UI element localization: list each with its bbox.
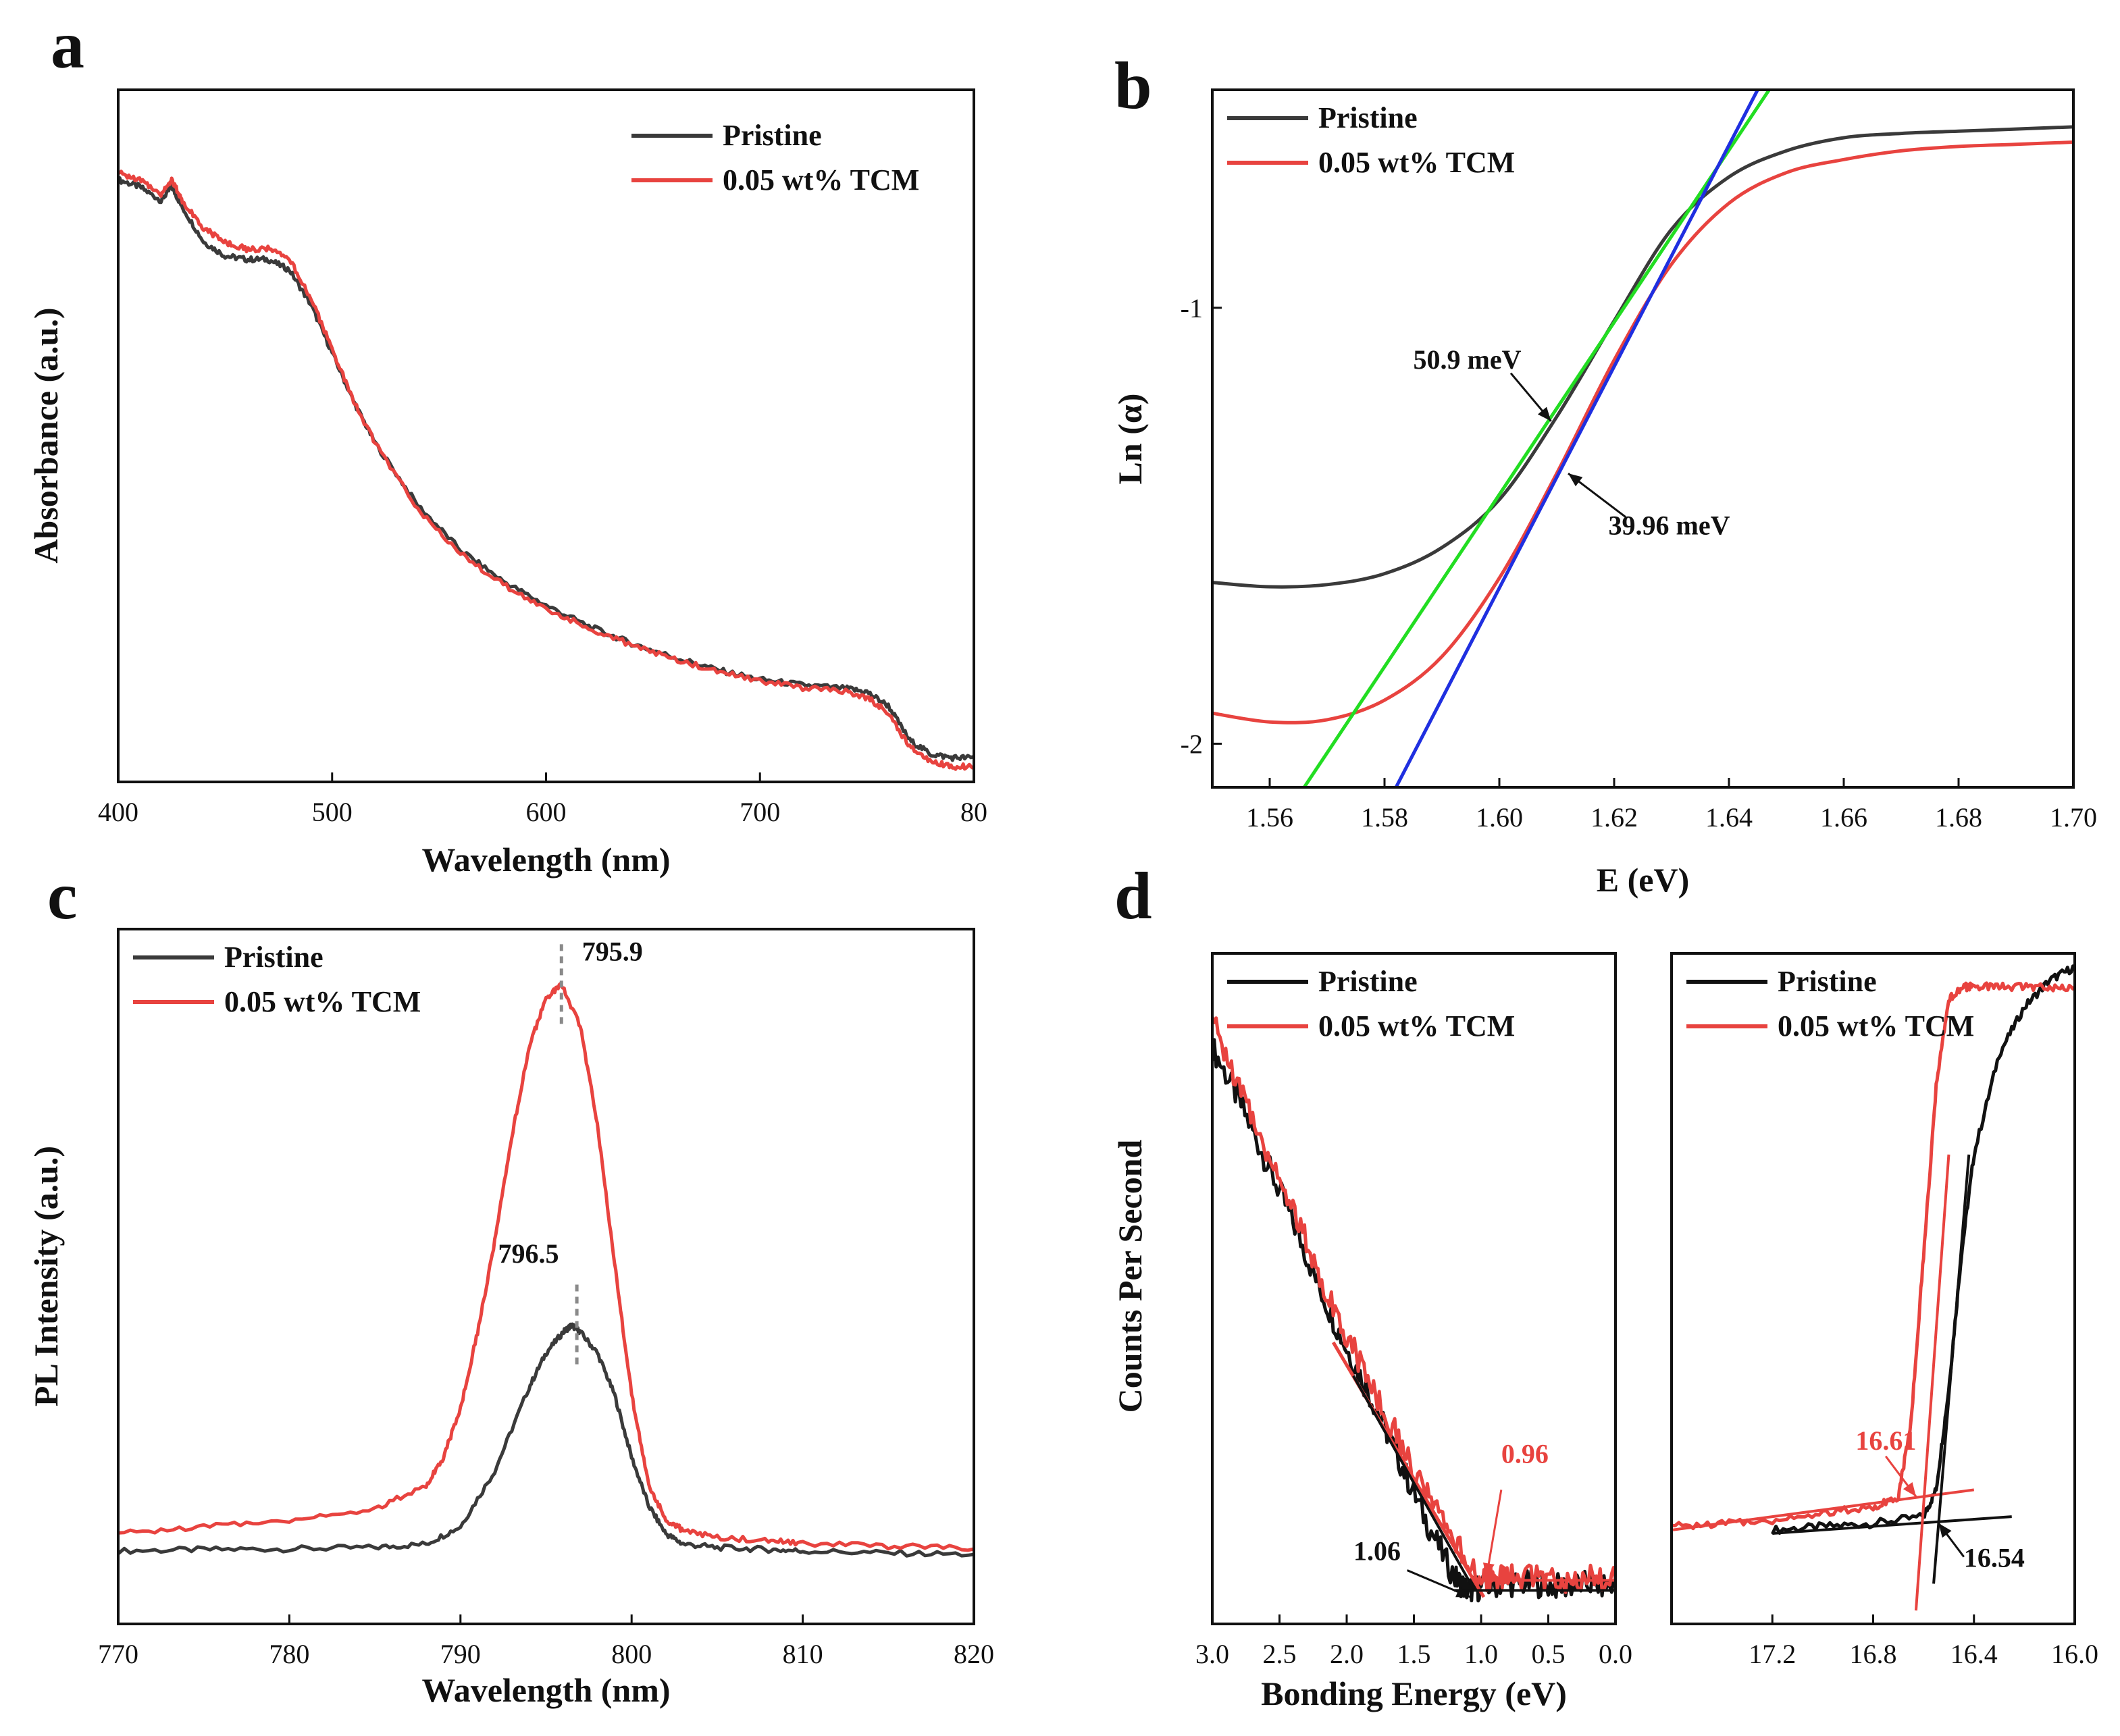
legend-label: 0.05 wt% TCM xyxy=(1778,1009,1974,1043)
annotation-arrowhead xyxy=(1903,1481,1916,1497)
annotation-arrowhead xyxy=(1455,1586,1471,1598)
legend-label: 0.05 wt% TCM xyxy=(723,163,919,196)
x-axis-label: E (eV) xyxy=(1597,861,1689,899)
y-axis-label: Absorbance (a.u.) xyxy=(27,307,65,563)
y-axis-label: PL Intensity (a.u.) xyxy=(27,1146,65,1406)
x-tick-label: 1.66 xyxy=(1820,802,1867,833)
annotation-label: 50.9 meV xyxy=(1414,344,1522,375)
x-tick-label: 1.70 xyxy=(2050,802,2097,833)
legend-label: Pristine xyxy=(1318,965,1418,998)
x-tick-label: 400 xyxy=(98,797,138,827)
annotation-label: 39.96 meV xyxy=(1609,510,1730,541)
y-tick-label: -2 xyxy=(1181,729,1203,759)
x-tick-label: 600 xyxy=(526,797,567,827)
x-tick-label: 17.2 xyxy=(1749,1639,1796,1669)
annotation-label: 1.06 xyxy=(1353,1536,1401,1567)
x-tick-label: 800 xyxy=(611,1639,652,1669)
annotation-arrow xyxy=(1485,1490,1503,1577)
series-line-0-05-wt-tcm xyxy=(1672,981,2075,1531)
x-tick-label: 2.5 xyxy=(1263,1639,1297,1669)
legend-label: 0.05 wt% TCM xyxy=(1318,1009,1515,1043)
plot-frame xyxy=(1211,88,2075,789)
x-tick-label: 0.5 xyxy=(1532,1639,1566,1669)
annotation-arrowhead xyxy=(1938,1523,1952,1538)
x-tick-label: 1.64 xyxy=(1705,802,1753,833)
x-tick-label: 810 xyxy=(783,1639,823,1669)
x-tick-label: 1.58 xyxy=(1361,802,1408,833)
tangent-line-pristine xyxy=(1352,1375,1476,1592)
panel-label: d xyxy=(1114,858,1152,933)
y-axis-label: Counts Per Second xyxy=(1111,1139,1149,1413)
x-tick-label: 820 xyxy=(954,1639,994,1669)
series-line-pristine xyxy=(118,176,974,762)
baseline-pristine xyxy=(1772,1515,2012,1535)
x-axis-label: Wavelength (nm) xyxy=(421,1671,670,1709)
y-tick-label: -1 xyxy=(1181,293,1203,323)
x-tick-label: 500 xyxy=(312,797,353,827)
x-tick-label: 790 xyxy=(440,1639,481,1669)
fit-line-0 xyxy=(1302,90,1771,787)
chart-c: 770 780 790 800 810 820 Wavelength (nm) PL Inte… xyxy=(27,858,994,1709)
panel-label: b xyxy=(1114,48,1152,123)
series-line-pristine xyxy=(1212,1038,1615,1603)
x-tick-label: 16.0 xyxy=(2051,1639,2098,1669)
tangent-line-tcm xyxy=(1914,1154,1950,1611)
annotation-label: 795.9 xyxy=(582,936,643,966)
series-line-0-05-wt-tcm xyxy=(1212,140,2073,725)
chart-d-left: 3.0 2.5 2.0 1.5 1.0 0.5 0.0 Bonding Energy (eV)… xyxy=(1111,858,1632,1712)
chart-a: 400 500 600 700 80 Wavelength (nm) Absorbance … xyxy=(27,7,987,878)
series-line-pristine xyxy=(118,1322,974,1558)
x-tick-label: 770 xyxy=(98,1639,138,1669)
panel-label: c xyxy=(47,858,77,933)
series-line-pristine xyxy=(1212,125,2073,589)
tangent-line-pristine xyxy=(1932,1154,1971,1584)
x-axis-label: Bonding Energy (eV) xyxy=(1261,1675,1567,1712)
legend-label: Pristine xyxy=(1318,101,1418,134)
annotation-label: 796.5 xyxy=(498,1238,559,1269)
x-tick-label: 1.0 xyxy=(1464,1639,1498,1669)
legend-label: 0.05 wt% TCM xyxy=(224,985,421,1018)
x-tick-label: 16.8 xyxy=(1850,1639,1897,1669)
chart-b: 1.56 1.58 1.60 1.62 1.64 1.66 1.68 1.70 -1 -2 E (e… xyxy=(1111,48,2097,899)
x-tick-label: 1.60 xyxy=(1476,802,1523,833)
plot-frame xyxy=(1211,952,1617,1625)
annotation-label: 16.61 xyxy=(1855,1425,1916,1456)
x-tick-label: 80 xyxy=(960,797,987,827)
annotation-arrowhead xyxy=(1537,406,1551,421)
plot-frame xyxy=(117,928,975,1625)
panel-label: a xyxy=(51,7,84,82)
x-tick-label: 16.4 xyxy=(1950,1639,1998,1669)
annotation-label: 0.96 xyxy=(1501,1439,1549,1469)
x-tick-label: 0.0 xyxy=(1599,1639,1632,1669)
legend-label: 0.05 wt% TCM xyxy=(1318,146,1515,179)
x-axis-label: Wavelength (nm) xyxy=(421,841,670,878)
chart-d-right: 17.2 16.8 16.4 16.0 Pristine 0.05 wt% TCM 16.6… xyxy=(1670,952,2098,1669)
x-tick-label: 700 xyxy=(740,797,780,827)
legend-label: Pristine xyxy=(723,119,822,152)
annotation-arrowhead xyxy=(1482,1562,1495,1577)
x-tick-label: 2.0 xyxy=(1330,1639,1364,1669)
legend-label: Pristine xyxy=(224,941,324,974)
x-tick-label: 1.68 xyxy=(1935,802,1982,833)
series-line-0-05-wt-tcm xyxy=(1212,1016,1615,1594)
x-tick-label: 1.56 xyxy=(1246,802,1293,833)
series-line-0-05-wt-tcm xyxy=(118,169,974,771)
fit-line-1 xyxy=(1394,90,1759,787)
annotation-label: 16.54 xyxy=(1964,1543,2025,1573)
annotation-arrowhead xyxy=(1568,473,1583,487)
x-tick-label: 1.62 xyxy=(1591,802,1638,833)
x-tick-label: 780 xyxy=(269,1639,309,1669)
x-tick-label: 1.5 xyxy=(1397,1639,1431,1669)
x-tick-label: 3.0 xyxy=(1195,1639,1229,1669)
y-axis-label: Ln (α) xyxy=(1111,394,1149,485)
legend-label: Pristine xyxy=(1778,965,1877,998)
